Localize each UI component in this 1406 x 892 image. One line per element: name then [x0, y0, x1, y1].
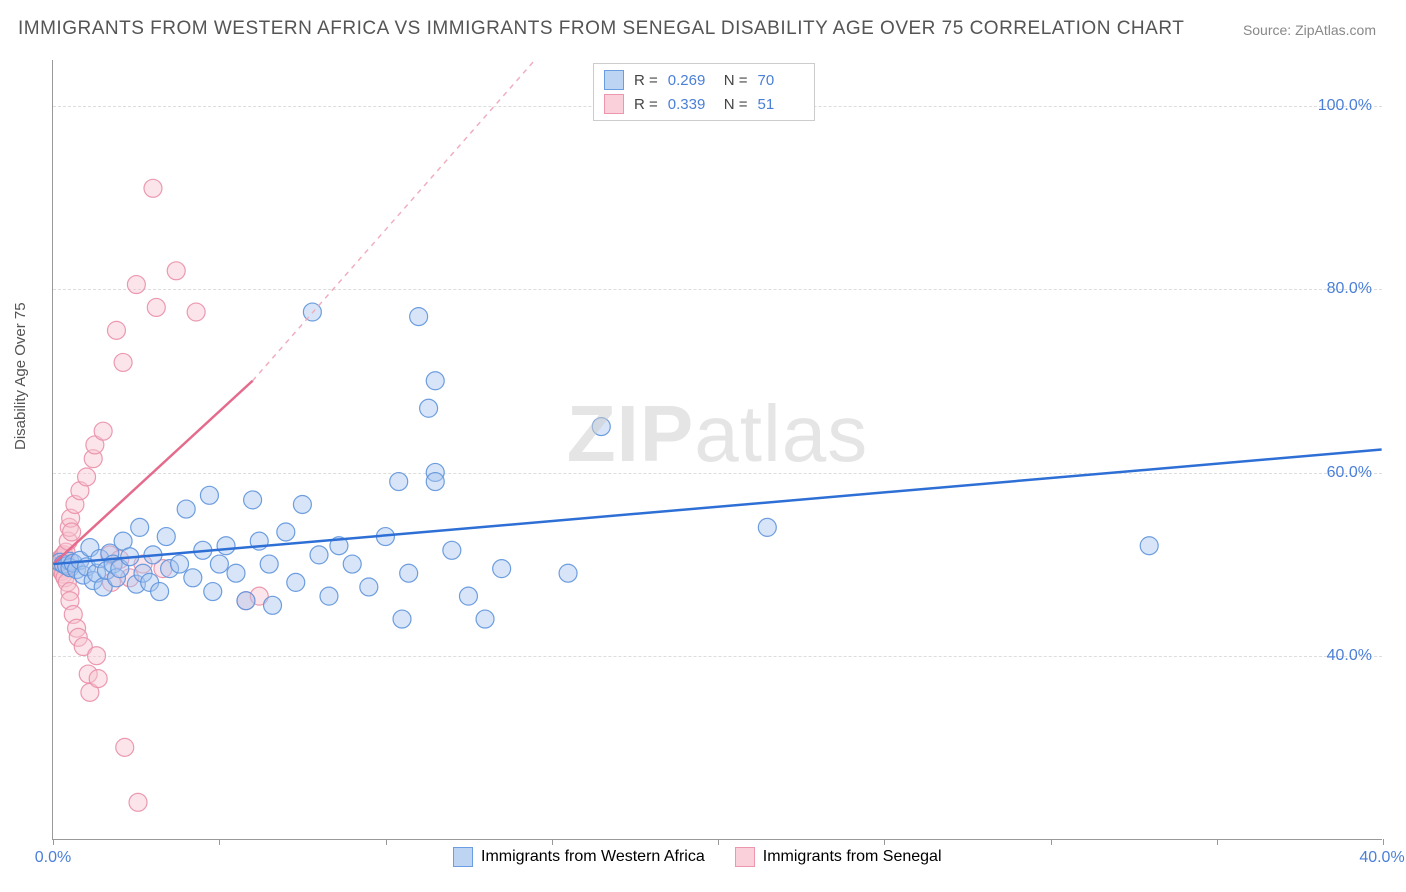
n-value-1: 70 [758, 72, 804, 89]
plot-area: ZIPatlas 40.0%60.0%80.0%100.0% 0.0% 40.0… [52, 60, 1382, 840]
stats-legend: R = 0.269 N = 70 R = 0.339 N = 51 [593, 63, 815, 121]
legend-item-1: Immigrants from Western Africa [453, 847, 705, 867]
x-tick [718, 839, 719, 845]
x-tick [386, 839, 387, 845]
swatch-series-2 [604, 94, 624, 114]
r-value-1: 0.269 [668, 72, 714, 89]
swatch-series-1-icon [453, 847, 473, 867]
x-tick [53, 839, 54, 845]
x-tick [1217, 839, 1218, 845]
legend-item-2: Immigrants from Senegal [735, 847, 942, 867]
x-tick [1383, 839, 1384, 845]
r-label: R = [634, 72, 658, 89]
legend-label-2: Immigrants from Senegal [763, 848, 942, 866]
series-legend: Immigrants from Western Africa Immigrant… [453, 847, 942, 867]
swatch-series-2-icon [735, 847, 755, 867]
x-axis-max-label: 40.0% [1359, 849, 1404, 867]
legend-label-1: Immigrants from Western Africa [481, 848, 705, 866]
n-label: N = [724, 96, 748, 113]
swatch-series-1 [604, 70, 624, 90]
trend-lines-layer [53, 60, 1382, 839]
source-attribution: Source: ZipAtlas.com [1243, 22, 1376, 38]
stats-row-series-2: R = 0.339 N = 51 [604, 92, 804, 116]
x-tick [219, 839, 220, 845]
r-label: R = [634, 96, 658, 113]
chart-title: IMMIGRANTS FROM WESTERN AFRICA VS IMMIGR… [18, 18, 1184, 40]
x-axis-min-label: 0.0% [35, 849, 71, 867]
x-tick [1051, 839, 1052, 845]
x-tick [884, 839, 885, 845]
x-tick [552, 839, 553, 845]
stats-row-series-1: R = 0.269 N = 70 [604, 68, 804, 92]
r-value-2: 0.339 [668, 96, 714, 113]
n-label: N = [724, 72, 748, 89]
y-axis-label: Disability Age Over 75 [12, 302, 29, 450]
n-value-2: 51 [758, 96, 804, 113]
